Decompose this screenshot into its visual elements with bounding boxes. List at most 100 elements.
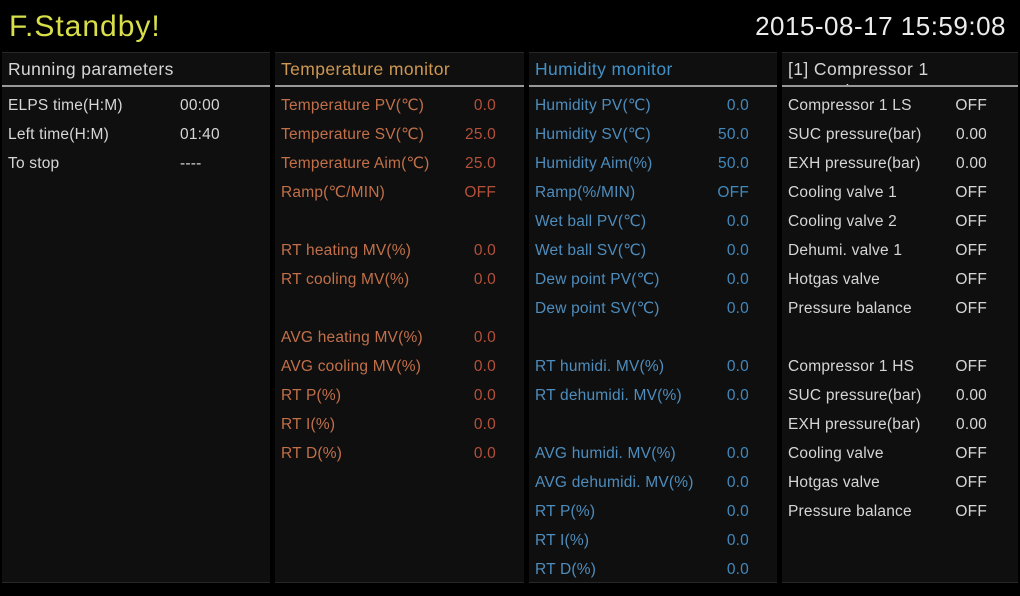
parameter-value: 01:40: [180, 125, 220, 143]
parameter-label: Pressure balance: [788, 502, 912, 520]
parameter-label: Pressure balance: [788, 299, 912, 317]
parameter-value: OFF: [955, 270, 987, 288]
parameter-row: Compressor 1 HS OFF: [782, 352, 1018, 381]
parameter-row: AVG humidi. MV(%) 0.0: [529, 439, 777, 468]
parameter-value: 0.00: [956, 125, 987, 143]
parameter-value: 0.0: [726, 212, 749, 230]
parameter-row: Dew point SV(℃) 0.0: [529, 294, 777, 323]
parameter-value: 0.0: [473, 270, 496, 288]
parameter-value: 25.0: [465, 154, 496, 172]
parameter-label: Cooling valve 1: [788, 183, 897, 201]
parameter-row: SUC pressure(bar) 0.00: [782, 381, 1018, 410]
parameter-label: RT D(%): [535, 560, 597, 578]
parameter-value: OFF: [464, 183, 496, 201]
parameter-row: Left time(H:M) 01:40: [2, 120, 270, 149]
parameter-label: Compressor 1 LS: [788, 96, 912, 114]
spacer-row: [275, 294, 524, 323]
parameter-value: 0.0: [726, 560, 749, 578]
parameter-row: Hotgas valve OFF: [782, 468, 1018, 497]
parameter-row: RT D(%) 0.0: [275, 439, 524, 468]
parameter-label: Hotgas valve: [788, 473, 881, 491]
parameter-value: 0.0: [726, 502, 749, 520]
parameter-value: 0.0: [726, 270, 749, 288]
parameter-value: 0.00: [956, 386, 987, 404]
parameter-value: 0.0: [473, 96, 496, 114]
parameter-value: 50.0: [718, 125, 749, 143]
parameter-value: ----: [180, 154, 202, 172]
parameter-row: Ramp(%/MIN) OFF: [529, 178, 777, 207]
parameter-value: 0.0: [726, 299, 749, 317]
parameter-value: 0.0: [726, 531, 749, 549]
parameter-value: OFF: [955, 357, 987, 375]
parameter-row: Temperature SV(℃) 25.0: [275, 120, 524, 149]
parameter-value: 50.0: [718, 154, 749, 172]
parameter-row: Cooling valve 1 OFF: [782, 178, 1018, 207]
parameter-label: Humidity SV(℃): [535, 126, 651, 143]
parameter-row: Humidity PV(℃) 0.0: [529, 91, 777, 120]
parameter-label: Dew point PV(℃): [535, 271, 660, 288]
panel-title: Running parameters: [2, 53, 270, 87]
panel-body: Temperature PV(℃) 0.0 Temperature SV(℃) 25.…: [275, 87, 524, 468]
parameter-label: Compressor 1 HS: [788, 357, 915, 375]
parameter-row: Temperature Aim(℃) 25.0: [275, 149, 524, 178]
parameter-label: Ramp(℃/MIN): [281, 184, 385, 201]
parameter-value: 00:00: [180, 96, 220, 114]
parameter-label: EXH pressure(bar): [788, 415, 921, 433]
parameter-label: AVG dehumidi. MV(%): [535, 473, 694, 491]
parameter-value: OFF: [955, 299, 987, 317]
parameter-label: To stop: [8, 154, 60, 172]
parameter-value: 0.0: [473, 415, 496, 433]
panel-body: Humidity PV(℃) 0.0 Humidity SV(℃) 50.0 Humid…: [529, 87, 777, 584]
parameter-value: 0.0: [726, 473, 749, 491]
panel-title-text: [1] Compressor 1 Cascade: [788, 59, 929, 85]
parameter-row: Compressor 1 LS OFF: [782, 91, 1018, 120]
parameter-value: 0.0: [726, 96, 749, 114]
parameter-value: 0.0: [726, 444, 749, 462]
parameter-row: Humidity Aim(%) 50.0: [529, 149, 777, 178]
parameter-value: 0.0: [473, 241, 496, 259]
parameter-label: Cooling valve: [788, 444, 884, 462]
parameter-label: RT humidi. MV(%): [535, 357, 665, 375]
parameter-label: SUC pressure(bar): [788, 125, 922, 143]
parameter-row: Cooling valve 2 OFF: [782, 207, 1018, 236]
parameter-row: ELPS time(H:M) 00:00: [2, 91, 270, 120]
spacer-row: [529, 323, 777, 352]
parameter-row: Cooling valve OFF: [782, 439, 1018, 468]
parameter-label: Dehumi. valve 1: [788, 241, 903, 259]
parameter-row: Wet ball SV(℃) 0.0: [529, 236, 777, 265]
parameter-row: EXH pressure(bar) 0.00: [782, 149, 1018, 178]
parameter-row: Dehumi. valve 1 OFF: [782, 236, 1018, 265]
parameter-row: Hotgas valve OFF: [782, 265, 1018, 294]
parameter-row: AVG cooling MV(%) 0.0: [275, 352, 524, 381]
datetime-display: 2015-08-17 15:59:08: [755, 10, 1006, 41]
parameter-row: Wet ball PV(℃) 0.0: [529, 207, 777, 236]
parameter-label: ELPS time(H:M): [8, 96, 123, 114]
parameter-label: RT D(%): [281, 444, 343, 462]
panel-body: Compressor 1 LS OFF SUC pressure(bar) 0.00 E…: [782, 87, 1018, 526]
parameter-value: 0.00: [956, 154, 987, 172]
parameter-row: RT I(%) 0.0: [275, 410, 524, 439]
parameter-label: Temperature PV(℃): [281, 97, 425, 114]
parameter-label: Wet ball SV(℃): [535, 242, 647, 259]
parameter-label: AVG cooling MV(%): [281, 357, 422, 375]
parameter-row: RT heating MV(%) 0.0: [275, 236, 524, 265]
parameter-row: RT P(%) 0.0: [275, 381, 524, 410]
parameter-row: EXH pressure(bar) 0.00: [782, 410, 1018, 439]
parameter-row: RT P(%) 0.0: [529, 497, 777, 526]
parameter-value: 0.0: [726, 386, 749, 404]
panel-title: Temperature monitor: [275, 53, 524, 87]
parameter-label: RT dehumidi. MV(%): [535, 386, 682, 404]
parameter-row: Humidity SV(℃) 50.0: [529, 120, 777, 149]
parameter-label: Temperature Aim(℃): [281, 155, 430, 172]
parameter-label: Cooling valve 2: [788, 212, 897, 230]
spacer-row: [782, 323, 1018, 352]
parameter-value: 0.0: [473, 444, 496, 462]
parameter-row: Pressure balance OFF: [782, 497, 1018, 526]
parameter-value: 25.0: [465, 125, 496, 143]
parameter-row: To stop ----: [2, 149, 270, 178]
parameter-value: OFF: [955, 444, 987, 462]
parameter-row: Pressure balance OFF: [782, 294, 1018, 323]
parameter-value: 0.0: [473, 386, 496, 404]
parameter-value: OFF: [955, 241, 987, 259]
parameter-label: Temperature SV(℃): [281, 126, 425, 143]
